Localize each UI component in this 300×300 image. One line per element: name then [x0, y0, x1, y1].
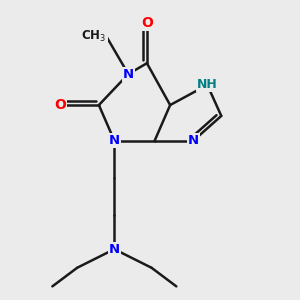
Text: N: N — [188, 134, 199, 147]
Text: O: O — [54, 98, 66, 112]
Text: N: N — [123, 68, 134, 81]
Text: CH$_3$: CH$_3$ — [82, 29, 106, 44]
Text: N: N — [109, 243, 120, 256]
Text: O: O — [141, 16, 153, 30]
Text: N: N — [109, 134, 120, 147]
Text: NH: NH — [197, 78, 218, 92]
